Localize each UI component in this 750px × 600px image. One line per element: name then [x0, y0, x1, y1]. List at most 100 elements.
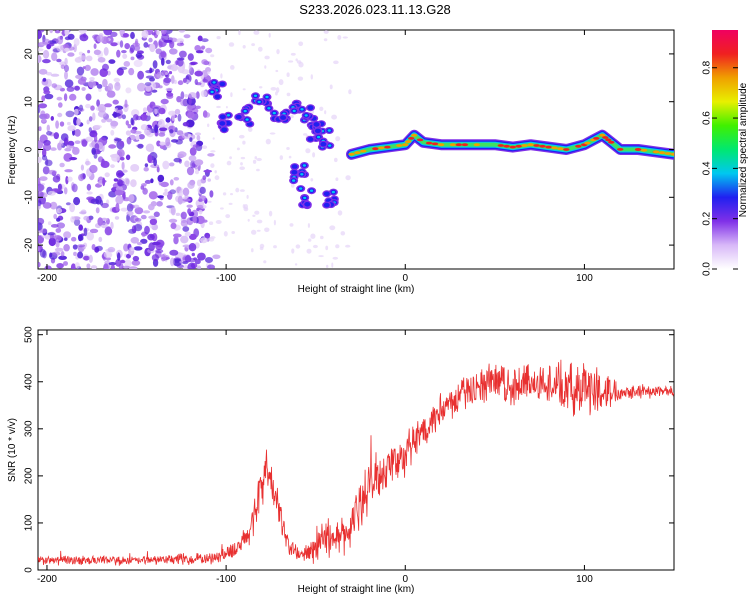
noise-blob [192, 216, 197, 224]
noise-blob [247, 218, 250, 222]
noise-blob [78, 30, 87, 35]
cluster-blob-mid [291, 170, 298, 175]
noise-blob [97, 57, 106, 63]
noise-blob [275, 69, 279, 73]
noise-blob [161, 57, 165, 66]
noise-blob [207, 178, 211, 182]
noise-blob [102, 63, 109, 71]
noise-blob [236, 147, 240, 151]
noise-blob [290, 115, 294, 119]
noise-blob [50, 73, 60, 77]
noise-blob [120, 207, 128, 212]
noise-blob [188, 96, 192, 106]
ridge-hotspot [461, 143, 469, 147]
noise-blob [63, 244, 70, 252]
noise-blob [103, 263, 109, 269]
noise-blob [110, 42, 118, 47]
noise-blob [202, 175, 207, 181]
noise-blob [64, 79, 74, 88]
noise-blob [149, 68, 155, 72]
noise-blob [56, 58, 62, 63]
ridge-hotspot [416, 138, 424, 142]
noise-blob [78, 51, 83, 56]
ridge-hotspot [396, 144, 403, 147]
noise-blob [290, 183, 295, 188]
ridge-hotspot [602, 136, 609, 139]
ridge-hotspot [354, 151, 361, 155]
noise-blob [342, 36, 348, 39]
noise-blob [134, 40, 138, 46]
noise-blob [147, 154, 153, 164]
noise-blob [186, 204, 193, 208]
ridge-hotspot [425, 141, 433, 145]
noise-blob [80, 209, 87, 215]
noise-blob [84, 64, 91, 71]
noise-blob [108, 190, 117, 198]
noise-blob [310, 233, 316, 239]
noise-blob [239, 166, 245, 170]
noise-blob [171, 112, 175, 122]
cluster-blob-core [212, 81, 216, 84]
cluster-blob-mid [304, 202, 311, 207]
noise-blob [190, 160, 196, 169]
noise-blob [110, 221, 114, 230]
noise-blob [135, 135, 140, 141]
noise-blob [145, 112, 151, 116]
noise-blob [110, 164, 115, 169]
noise-blob [156, 201, 163, 207]
noise-blob [93, 43, 97, 49]
cluster-blob-mid [320, 141, 327, 147]
noise-blob [125, 87, 132, 94]
ridge-hotspot [664, 152, 672, 155]
ridge-hotspot [437, 143, 445, 147]
noise-blob [166, 92, 174, 97]
noise-blob [184, 94, 188, 98]
noise-blob [86, 119, 90, 125]
noise-blob [128, 67, 135, 76]
noise-blob [50, 116, 54, 121]
cluster-blob-mid [235, 114, 242, 120]
noise-blob [294, 263, 298, 266]
noise-blob [166, 191, 173, 200]
noise-blob [165, 72, 169, 75]
noise-blob [138, 134, 145, 140]
noise-blob [242, 45, 246, 49]
noise-blob [208, 237, 215, 242]
noise-blob [97, 110, 107, 118]
noise-blob [157, 174, 165, 183]
noise-blob [251, 248, 254, 253]
noise-blob [195, 82, 202, 86]
cluster-blob-mid [219, 81, 226, 87]
noise-blob [184, 255, 192, 263]
noise-blob [71, 183, 78, 193]
noise-blob [45, 71, 53, 76]
noise-blob [252, 214, 256, 217]
noise-blob [73, 197, 81, 206]
colorbar-tick-label: 0.6 [701, 111, 712, 125]
noise-blob [205, 67, 211, 73]
noise-blob [72, 244, 78, 250]
noise-blob [111, 112, 121, 117]
noise-blob [323, 30, 329, 34]
noise-blob [203, 169, 212, 173]
noise-blob [74, 262, 80, 269]
noise-blob [124, 99, 128, 108]
noise-blob [254, 210, 260, 215]
noise-blob [38, 140, 44, 149]
noise-blob [89, 164, 98, 174]
noise-blob [240, 189, 245, 192]
noise-blob [265, 138, 271, 145]
noise-blob [175, 212, 181, 216]
noise-blob [63, 187, 68, 195]
noise-blob [198, 209, 203, 215]
noise-blob [38, 103, 48, 109]
noise-blob [118, 180, 125, 186]
noise-blob [89, 142, 96, 148]
noise-blob [110, 120, 119, 127]
noise-blob [55, 228, 62, 233]
noise-blob [214, 175, 220, 181]
ridge-hotspot [431, 142, 439, 146]
noise-blob [130, 237, 140, 244]
cluster-blob-core [331, 190, 335, 194]
